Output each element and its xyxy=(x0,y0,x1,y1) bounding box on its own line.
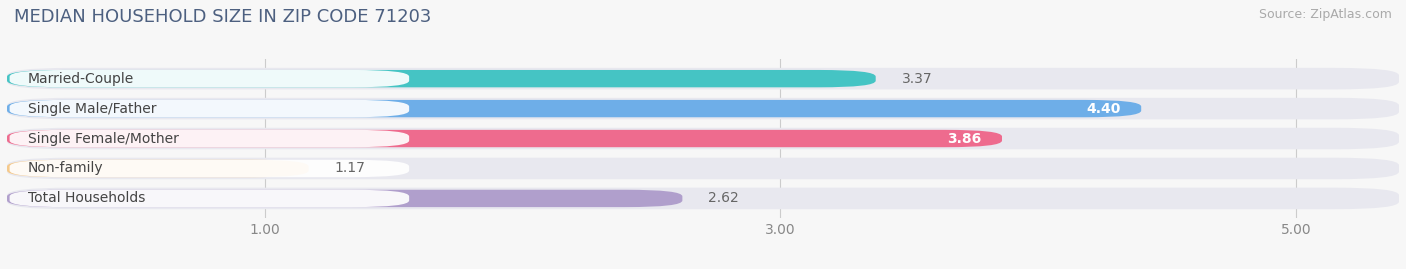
Text: Married-Couple: Married-Couple xyxy=(28,72,134,86)
FancyBboxPatch shape xyxy=(10,130,409,147)
Text: Source: ZipAtlas.com: Source: ZipAtlas.com xyxy=(1258,8,1392,21)
Text: MEDIAN HOUSEHOLD SIZE IN ZIP CODE 71203: MEDIAN HOUSEHOLD SIZE IN ZIP CODE 71203 xyxy=(14,8,432,26)
FancyBboxPatch shape xyxy=(7,98,1399,119)
Text: Single Female/Mother: Single Female/Mother xyxy=(28,132,179,146)
Text: 3.37: 3.37 xyxy=(901,72,932,86)
FancyBboxPatch shape xyxy=(7,130,1002,147)
FancyBboxPatch shape xyxy=(7,68,1399,89)
Text: 2.62: 2.62 xyxy=(709,192,740,206)
FancyBboxPatch shape xyxy=(7,128,1399,149)
FancyBboxPatch shape xyxy=(10,160,409,177)
FancyBboxPatch shape xyxy=(7,188,1399,209)
Text: 3.86: 3.86 xyxy=(948,132,981,146)
FancyBboxPatch shape xyxy=(7,160,308,177)
FancyBboxPatch shape xyxy=(7,100,1142,117)
FancyBboxPatch shape xyxy=(7,70,876,87)
FancyBboxPatch shape xyxy=(10,100,409,117)
Text: Single Male/Father: Single Male/Father xyxy=(28,102,156,116)
FancyBboxPatch shape xyxy=(7,190,682,207)
Text: Non-family: Non-family xyxy=(28,161,103,175)
Text: 4.40: 4.40 xyxy=(1087,102,1121,116)
FancyBboxPatch shape xyxy=(10,190,409,207)
Text: Total Households: Total Households xyxy=(28,192,145,206)
FancyBboxPatch shape xyxy=(10,70,409,87)
Text: 1.17: 1.17 xyxy=(335,161,366,175)
FancyBboxPatch shape xyxy=(7,158,1399,179)
